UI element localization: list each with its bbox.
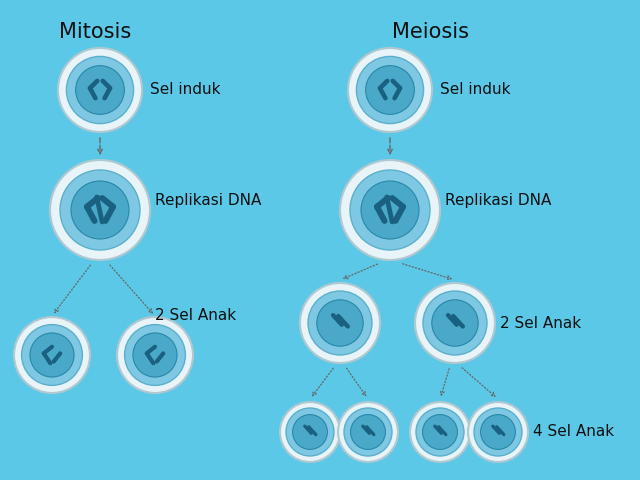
Circle shape — [344, 408, 392, 456]
Circle shape — [71, 181, 129, 239]
Text: Replikasi DNA: Replikasi DNA — [155, 192, 261, 207]
Circle shape — [300, 283, 380, 363]
Circle shape — [340, 160, 440, 260]
Text: Sel induk: Sel induk — [440, 83, 511, 97]
Circle shape — [351, 415, 385, 449]
Circle shape — [361, 181, 419, 239]
Text: Meiosis: Meiosis — [392, 22, 468, 42]
Circle shape — [292, 415, 328, 449]
Circle shape — [410, 402, 470, 462]
Circle shape — [422, 415, 458, 449]
Circle shape — [423, 291, 487, 355]
Circle shape — [474, 408, 522, 456]
Circle shape — [67, 56, 134, 124]
Circle shape — [415, 283, 495, 363]
Circle shape — [481, 415, 515, 449]
Circle shape — [76, 66, 124, 114]
Circle shape — [432, 300, 478, 346]
Circle shape — [338, 402, 398, 462]
Circle shape — [30, 333, 74, 377]
Text: Mitosis: Mitosis — [59, 22, 131, 42]
Text: 2 Sel Anak: 2 Sel Anak — [500, 315, 581, 331]
Circle shape — [308, 291, 372, 355]
Text: 2 Sel Anak: 2 Sel Anak — [155, 309, 236, 324]
Circle shape — [468, 402, 528, 462]
Text: Sel induk: Sel induk — [150, 83, 221, 97]
Text: Replikasi DNA: Replikasi DNA — [445, 192, 552, 207]
Circle shape — [22, 324, 83, 385]
Text: 4 Sel Anak: 4 Sel Anak — [533, 424, 614, 440]
Circle shape — [14, 317, 90, 393]
Circle shape — [317, 300, 364, 346]
Circle shape — [286, 408, 334, 456]
Circle shape — [280, 402, 340, 462]
Circle shape — [60, 170, 140, 250]
Circle shape — [356, 56, 424, 124]
Circle shape — [416, 408, 464, 456]
Circle shape — [365, 66, 414, 114]
Circle shape — [58, 48, 142, 132]
Circle shape — [133, 333, 177, 377]
Circle shape — [125, 324, 186, 385]
Circle shape — [348, 48, 432, 132]
Circle shape — [50, 160, 150, 260]
Circle shape — [350, 170, 430, 250]
Circle shape — [117, 317, 193, 393]
